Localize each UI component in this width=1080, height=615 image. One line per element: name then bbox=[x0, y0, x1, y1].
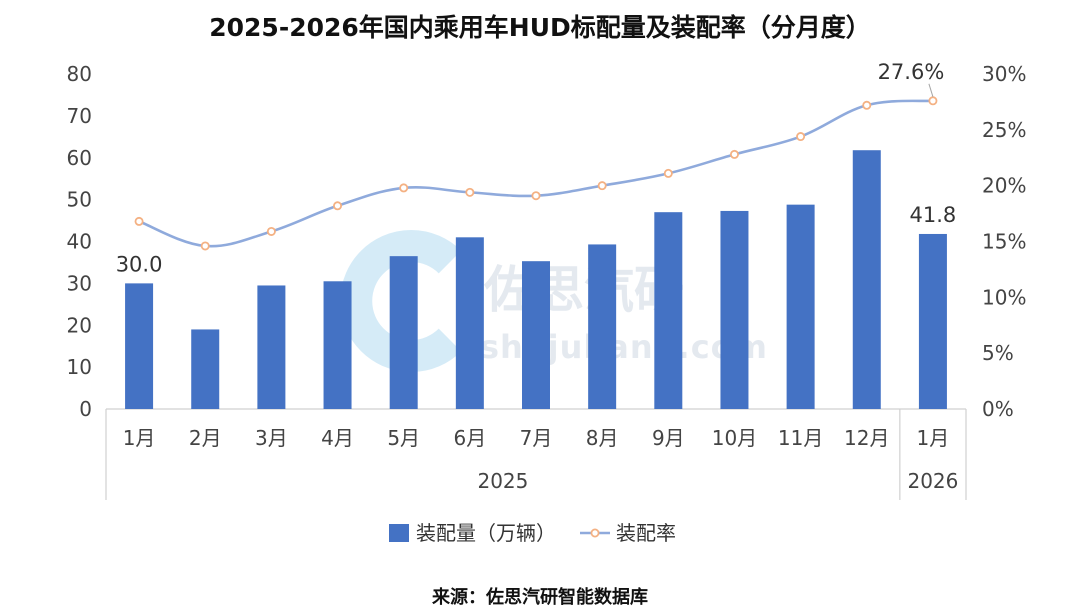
bar bbox=[720, 210, 749, 409]
x-tick-label: 2月 bbox=[189, 426, 222, 450]
x-tick-label: 1月 bbox=[917, 426, 950, 450]
y-right-tick-label: 10% bbox=[982, 285, 1026, 309]
line-point bbox=[333, 201, 343, 211]
y-left-tick-label: 70 bbox=[67, 104, 92, 128]
bar bbox=[455, 237, 484, 409]
x-tick-label: 9月 bbox=[652, 426, 685, 450]
line-point bbox=[663, 168, 673, 178]
axes: 2025 2026 1月 2月 3月 4月 5月 6月 7月 8月 9月 10月 11月 12月 1月 0 10… bbox=[67, 62, 1026, 500]
line-series bbox=[134, 96, 938, 251]
data-label: 30.0 bbox=[116, 252, 163, 276]
x-tick-label: 1月 bbox=[123, 426, 156, 450]
y-left-tick-label: 80 bbox=[67, 62, 92, 86]
line-point bbox=[399, 183, 409, 193]
y-right-tick-label: 15% bbox=[982, 230, 1026, 254]
bar bbox=[389, 256, 418, 409]
x-tick-label: 5月 bbox=[387, 426, 420, 450]
legend-bar-swatch bbox=[389, 524, 409, 542]
line-point bbox=[597, 181, 607, 191]
bar bbox=[918, 233, 947, 409]
line-point bbox=[928, 96, 938, 106]
y-left-tick-label: 50 bbox=[67, 188, 92, 212]
x-tick-label: 8月 bbox=[586, 426, 619, 450]
x-tick-label: 10月 bbox=[712, 426, 757, 450]
data-label: 27.6% bbox=[878, 60, 945, 84]
x-tick-label: 4月 bbox=[321, 426, 354, 450]
watermark: 佐思汽研 shujubang.com bbox=[340, 230, 767, 372]
y-left-tick-label: 0 bbox=[79, 397, 92, 421]
bar bbox=[257, 285, 286, 409]
line-point bbox=[862, 100, 872, 110]
x-tick-label: 3月 bbox=[255, 426, 288, 450]
bar-series bbox=[125, 150, 947, 409]
source-note: 来源：佐思汽研智能数据库 bbox=[431, 586, 648, 608]
line-point bbox=[266, 226, 276, 236]
x-tick-label: 7月 bbox=[520, 426, 553, 450]
chart-title: 2025-2026年国内乘用车HUD标配量及装配率（分月度） bbox=[209, 13, 871, 42]
legend: 装配量（万辆） 装配率 bbox=[389, 521, 676, 545]
y-right-tick-label: 20% bbox=[982, 174, 1026, 198]
data-label: 41.8 bbox=[910, 203, 957, 227]
line-point bbox=[729, 149, 739, 159]
label-leader bbox=[928, 83, 934, 97]
x-tick-label: 11月 bbox=[778, 426, 823, 450]
y-left-tick-label: 60 bbox=[67, 146, 92, 170]
y-left-tick-label: 30 bbox=[67, 271, 92, 295]
line-point bbox=[465, 187, 475, 197]
y-left-tick-label: 10 bbox=[67, 355, 92, 379]
watermark-brand: 佐思汽研 bbox=[483, 261, 684, 319]
line-point bbox=[796, 132, 806, 142]
x-tick-label: 6月 bbox=[453, 426, 486, 450]
y-left-tick-label: 40 bbox=[67, 230, 92, 254]
year-label: 2025 bbox=[477, 469, 528, 493]
legend-bar-label: 装配量（万辆） bbox=[416, 521, 556, 545]
legend-line-label: 装配率 bbox=[616, 521, 676, 545]
legend-line-marker bbox=[590, 528, 600, 538]
bar bbox=[323, 281, 352, 409]
bar bbox=[125, 283, 154, 409]
x-tick-label: 12月 bbox=[844, 426, 889, 450]
bar bbox=[786, 204, 815, 409]
y-right-tick-label: 0% bbox=[982, 397, 1014, 421]
bar bbox=[522, 261, 550, 409]
y-right-tick-label: 25% bbox=[982, 118, 1026, 142]
line-point bbox=[200, 241, 210, 251]
y-right-tick-label: 30% bbox=[982, 62, 1026, 86]
year-label: 2026 bbox=[907, 469, 958, 493]
y-right-tick-label: 5% bbox=[982, 341, 1014, 365]
bar bbox=[588, 244, 617, 409]
y-left-tick-label: 20 bbox=[67, 313, 92, 337]
bar bbox=[191, 329, 220, 409]
data-labels: 30.0 41.8 27.6% bbox=[116, 60, 957, 277]
bar bbox=[654, 212, 683, 409]
line-point bbox=[134, 216, 144, 226]
bar bbox=[852, 150, 881, 409]
line-point bbox=[531, 191, 541, 201]
